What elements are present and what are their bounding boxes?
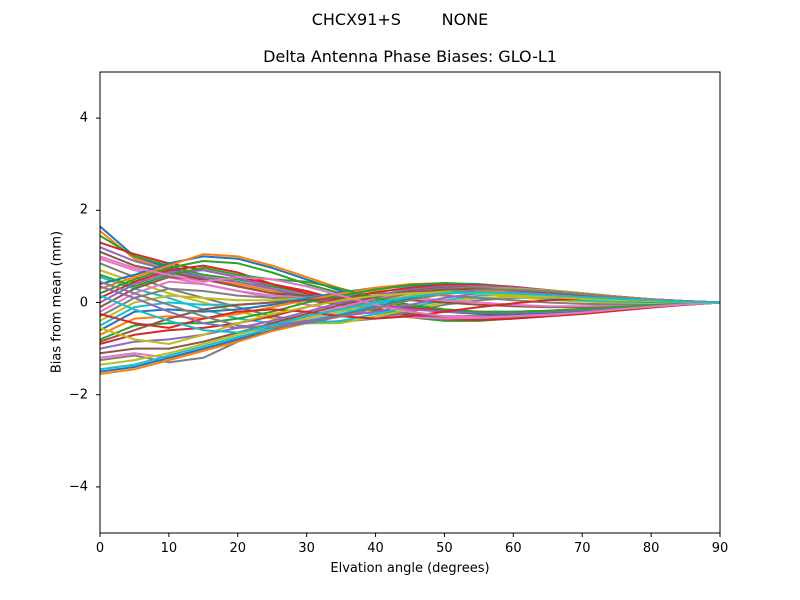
- y-tick-label: 4: [79, 110, 88, 126]
- y-tick-label: −4: [68, 479, 88, 495]
- y-axis-label: Bias from mean (mm): [49, 230, 65, 374]
- x-tick-label: 20: [229, 541, 247, 556]
- tick-marks: [96, 117, 721, 537]
- series-line: [99, 280, 721, 329]
- series-line: [99, 285, 720, 327]
- x-tick-label: 50: [436, 541, 453, 556]
- x-tick-label: 60: [505, 541, 522, 556]
- y-tick-label: 2: [79, 202, 88, 218]
- chart-title: Delta Antenna Phase Biases: GLO-L1: [263, 47, 557, 66]
- series-line: [99, 291, 721, 334]
- series-line: [99, 291, 721, 345]
- x-tick-label: 40: [367, 541, 384, 556]
- figure-suptitle: CHCX91+S NONE: [311, 10, 489, 29]
- x-tick-label: 30: [298, 541, 315, 556]
- y-tick-label: −2: [68, 387, 88, 403]
- x-tick-label: 0: [95, 541, 105, 556]
- x-axis-label: Elvation angle (degrees): [330, 561, 490, 576]
- x-tick-label: 90: [711, 541, 729, 556]
- x-tick-label: 80: [642, 541, 660, 556]
- series-line: [99, 255, 721, 319]
- series-lines: [99, 225, 721, 375]
- x-tick-label: 10: [160, 541, 178, 556]
- y-tick-label: 0: [79, 295, 88, 310]
- x-tick-label: 70: [573, 541, 591, 556]
